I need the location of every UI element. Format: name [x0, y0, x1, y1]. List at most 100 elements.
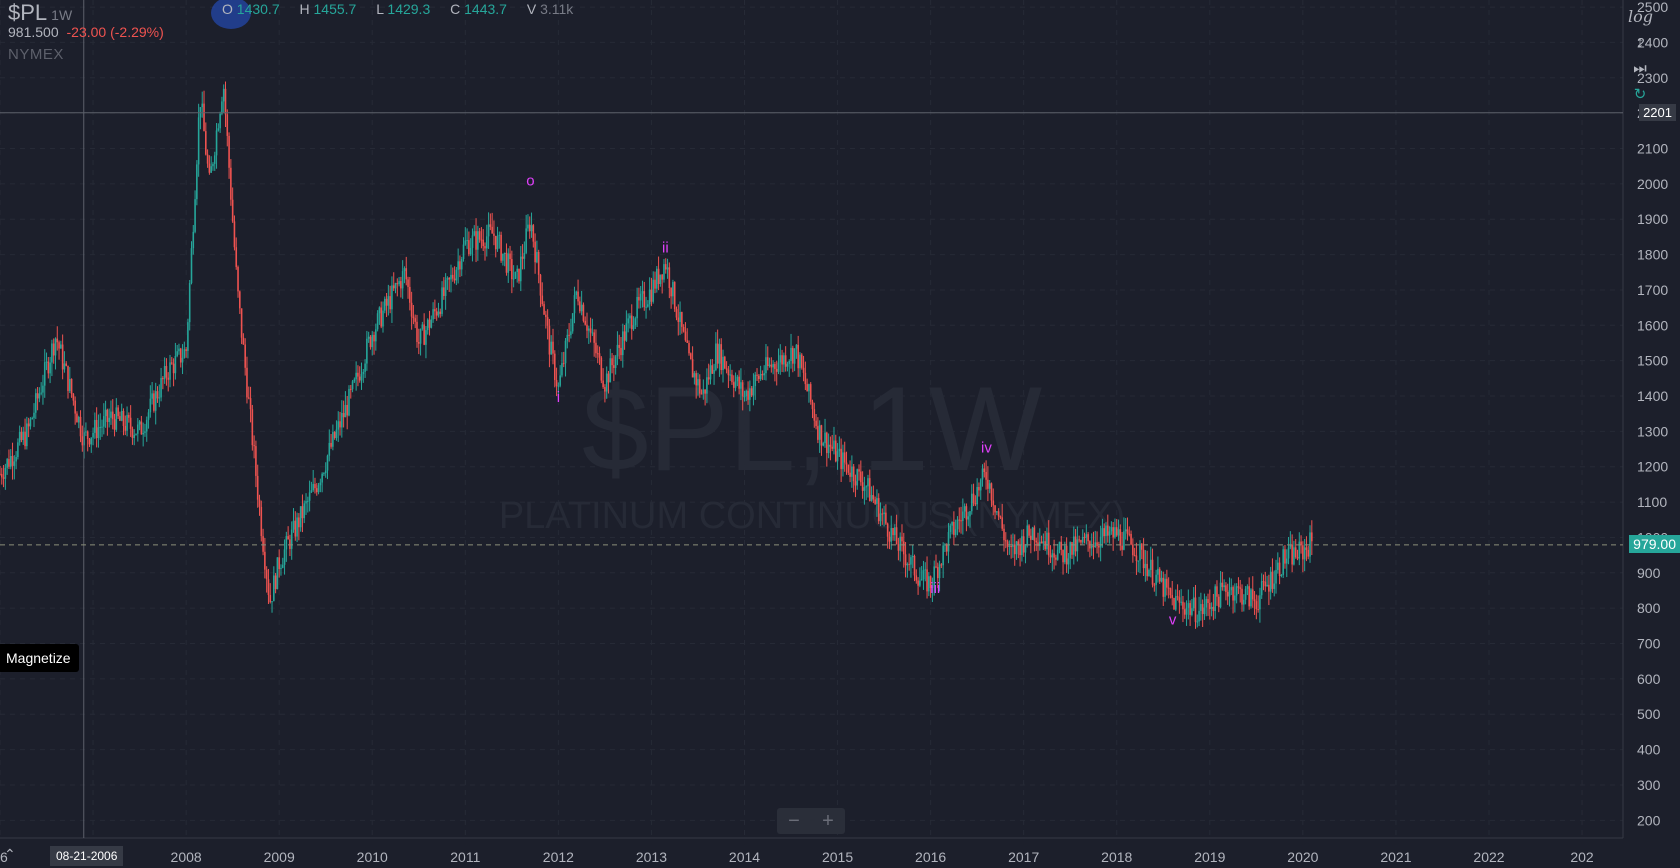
candle	[396, 283, 399, 285]
y-tick-label: 1300	[1637, 423, 1668, 439]
candle	[724, 356, 726, 369]
candle	[854, 481, 857, 486]
candle	[557, 385, 560, 387]
zoom-in-button[interactable]: +	[822, 810, 834, 832]
candle	[1049, 555, 1052, 558]
candle	[1289, 544, 1292, 548]
candle	[484, 246, 486, 249]
candle	[1064, 545, 1066, 563]
candle	[874, 499, 876, 504]
candle	[1214, 586, 1216, 612]
zoom-out-button[interactable]: −	[788, 810, 800, 832]
candle	[185, 349, 187, 351]
candle	[1128, 533, 1131, 535]
candle	[1148, 570, 1150, 577]
candle	[849, 472, 851, 477]
candle	[702, 389, 705, 394]
candle	[865, 486, 867, 488]
candle	[786, 363, 789, 367]
skip-forward-icon[interactable]: ⏭	[1633, 60, 1647, 77]
timeframe-label[interactable]: 1W	[51, 7, 73, 23]
candle	[573, 295, 576, 314]
candle	[856, 469, 859, 486]
candle	[1142, 549, 1145, 569]
candle	[104, 409, 107, 417]
candle	[1112, 527, 1114, 538]
candle	[187, 322, 189, 351]
candle	[333, 432, 336, 439]
candle	[648, 289, 651, 305]
candle	[1115, 527, 1118, 536]
candle	[459, 261, 461, 270]
symbol-title[interactable]: $PL 1W	[8, 0, 72, 26]
candle	[870, 495, 873, 502]
candle	[97, 427, 100, 439]
candle	[149, 398, 152, 413]
candle	[464, 240, 467, 245]
candle	[179, 348, 182, 363]
candle	[294, 520, 297, 537]
candle	[729, 374, 731, 376]
candle	[117, 407, 119, 417]
symbol-label: $PL	[8, 0, 48, 25]
candle	[1015, 541, 1018, 555]
x-tick-label: 202	[1570, 849, 1594, 865]
candle	[439, 311, 442, 314]
candle	[321, 473, 323, 483]
candle	[1071, 542, 1073, 555]
candle	[47, 361, 50, 374]
candle	[362, 371, 365, 375]
candle	[736, 376, 739, 382]
candle	[575, 291, 578, 296]
candle	[68, 378, 71, 391]
candle	[230, 167, 232, 200]
candle	[953, 521, 955, 535]
candle	[1162, 577, 1165, 597]
candle	[1008, 545, 1011, 547]
candle	[636, 296, 638, 319]
candle	[20, 431, 23, 441]
log-scale-toggle[interactable]: log	[1628, 7, 1653, 26]
x-tick-label: 2010	[357, 849, 388, 865]
candle	[765, 357, 767, 374]
candle	[1132, 544, 1134, 556]
candle	[908, 563, 910, 565]
candle	[153, 393, 155, 411]
candle	[675, 309, 678, 318]
candle	[94, 419, 96, 433]
candle	[784, 355, 787, 367]
candle	[546, 317, 549, 326]
scale-arrows-icon[interactable]: ↕	[1636, 34, 1644, 51]
candle	[468, 240, 470, 255]
candle	[26, 423, 28, 447]
candle	[920, 579, 923, 581]
candle	[489, 224, 492, 227]
candle	[95, 419, 98, 439]
candle	[1251, 589, 1254, 600]
candle	[600, 357, 603, 381]
candle	[494, 235, 497, 250]
candle	[545, 314, 547, 318]
candle	[366, 338, 368, 364]
x-tick-label: 2016	[915, 849, 946, 865]
candle	[976, 487, 978, 505]
chevron-up-icon[interactable]: ⌃	[4, 846, 16, 862]
candle	[339, 421, 341, 428]
candle	[1133, 555, 1136, 557]
candle	[1234, 595, 1236, 601]
ohlc-legend: O 1430.7 H 1455.7 L 1429.3 C 1443.7 V 3.…	[222, 1, 573, 17]
candle	[704, 389, 706, 394]
candle	[1006, 541, 1009, 547]
candle	[734, 381, 737, 388]
y-tick-label: 400	[1637, 742, 1661, 758]
candle	[407, 279, 409, 287]
refresh-icon[interactable]: ↻	[1633, 86, 1647, 103]
candle	[190, 248, 193, 284]
candle	[826, 432, 828, 454]
candle	[176, 351, 178, 357]
candle	[154, 391, 157, 411]
candle	[1302, 545, 1304, 560]
candle	[935, 566, 937, 568]
candle	[380, 307, 382, 327]
